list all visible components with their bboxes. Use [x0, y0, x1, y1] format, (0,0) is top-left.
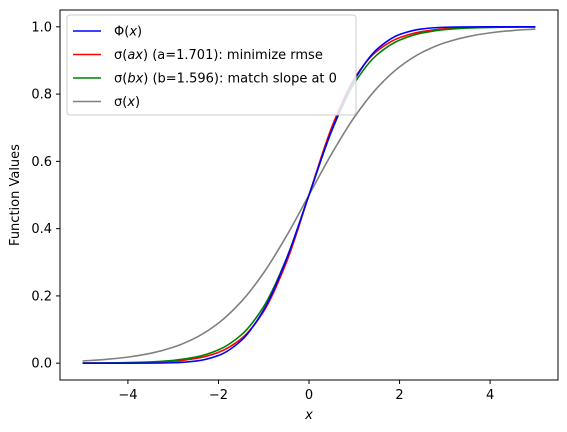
x-tick-label: 0 [305, 388, 313, 403]
x-tick-label: 2 [395, 388, 403, 403]
y-tick-label: 0.8 [31, 88, 52, 103]
legend-label-3: σ(x) [114, 95, 140, 110]
x-tick-label: −4 [118, 388, 137, 403]
y-tick-label: 0.6 [31, 155, 52, 170]
plot-lines [82, 26, 536, 364]
legend-box [66, 14, 357, 116]
legend-label-0: Φ(x) [114, 25, 142, 40]
x-axis-label: x [304, 408, 313, 423]
legend-label-1: σ(ax) (a=1.701): minimize rmse [114, 48, 323, 63]
y-tick-label: 0.4 [31, 222, 52, 237]
x-tick-label: 4 [486, 388, 494, 403]
y-tick-label: 1.0 [31, 20, 52, 35]
y-axis-label: Function Values [8, 144, 23, 246]
legend: Φ(x) σ(ax) (a=1.701): minimize rmse σ(bx) … [66, 14, 357, 116]
series-line-0 [82, 26, 536, 364]
y-tick-label: 0.2 [31, 289, 52, 304]
y-axis: 0.0 0.2 0.4 0.6 0.8 1.0 [31, 20, 60, 372]
x-axis: −4 −2 0 2 4 [118, 380, 494, 403]
x-tick-label: −2 [209, 388, 228, 403]
y-tick-label: 0.0 [31, 357, 52, 372]
legend-label-2: σ(bx) (b=1.596): match slope at 0 [114, 72, 337, 87]
